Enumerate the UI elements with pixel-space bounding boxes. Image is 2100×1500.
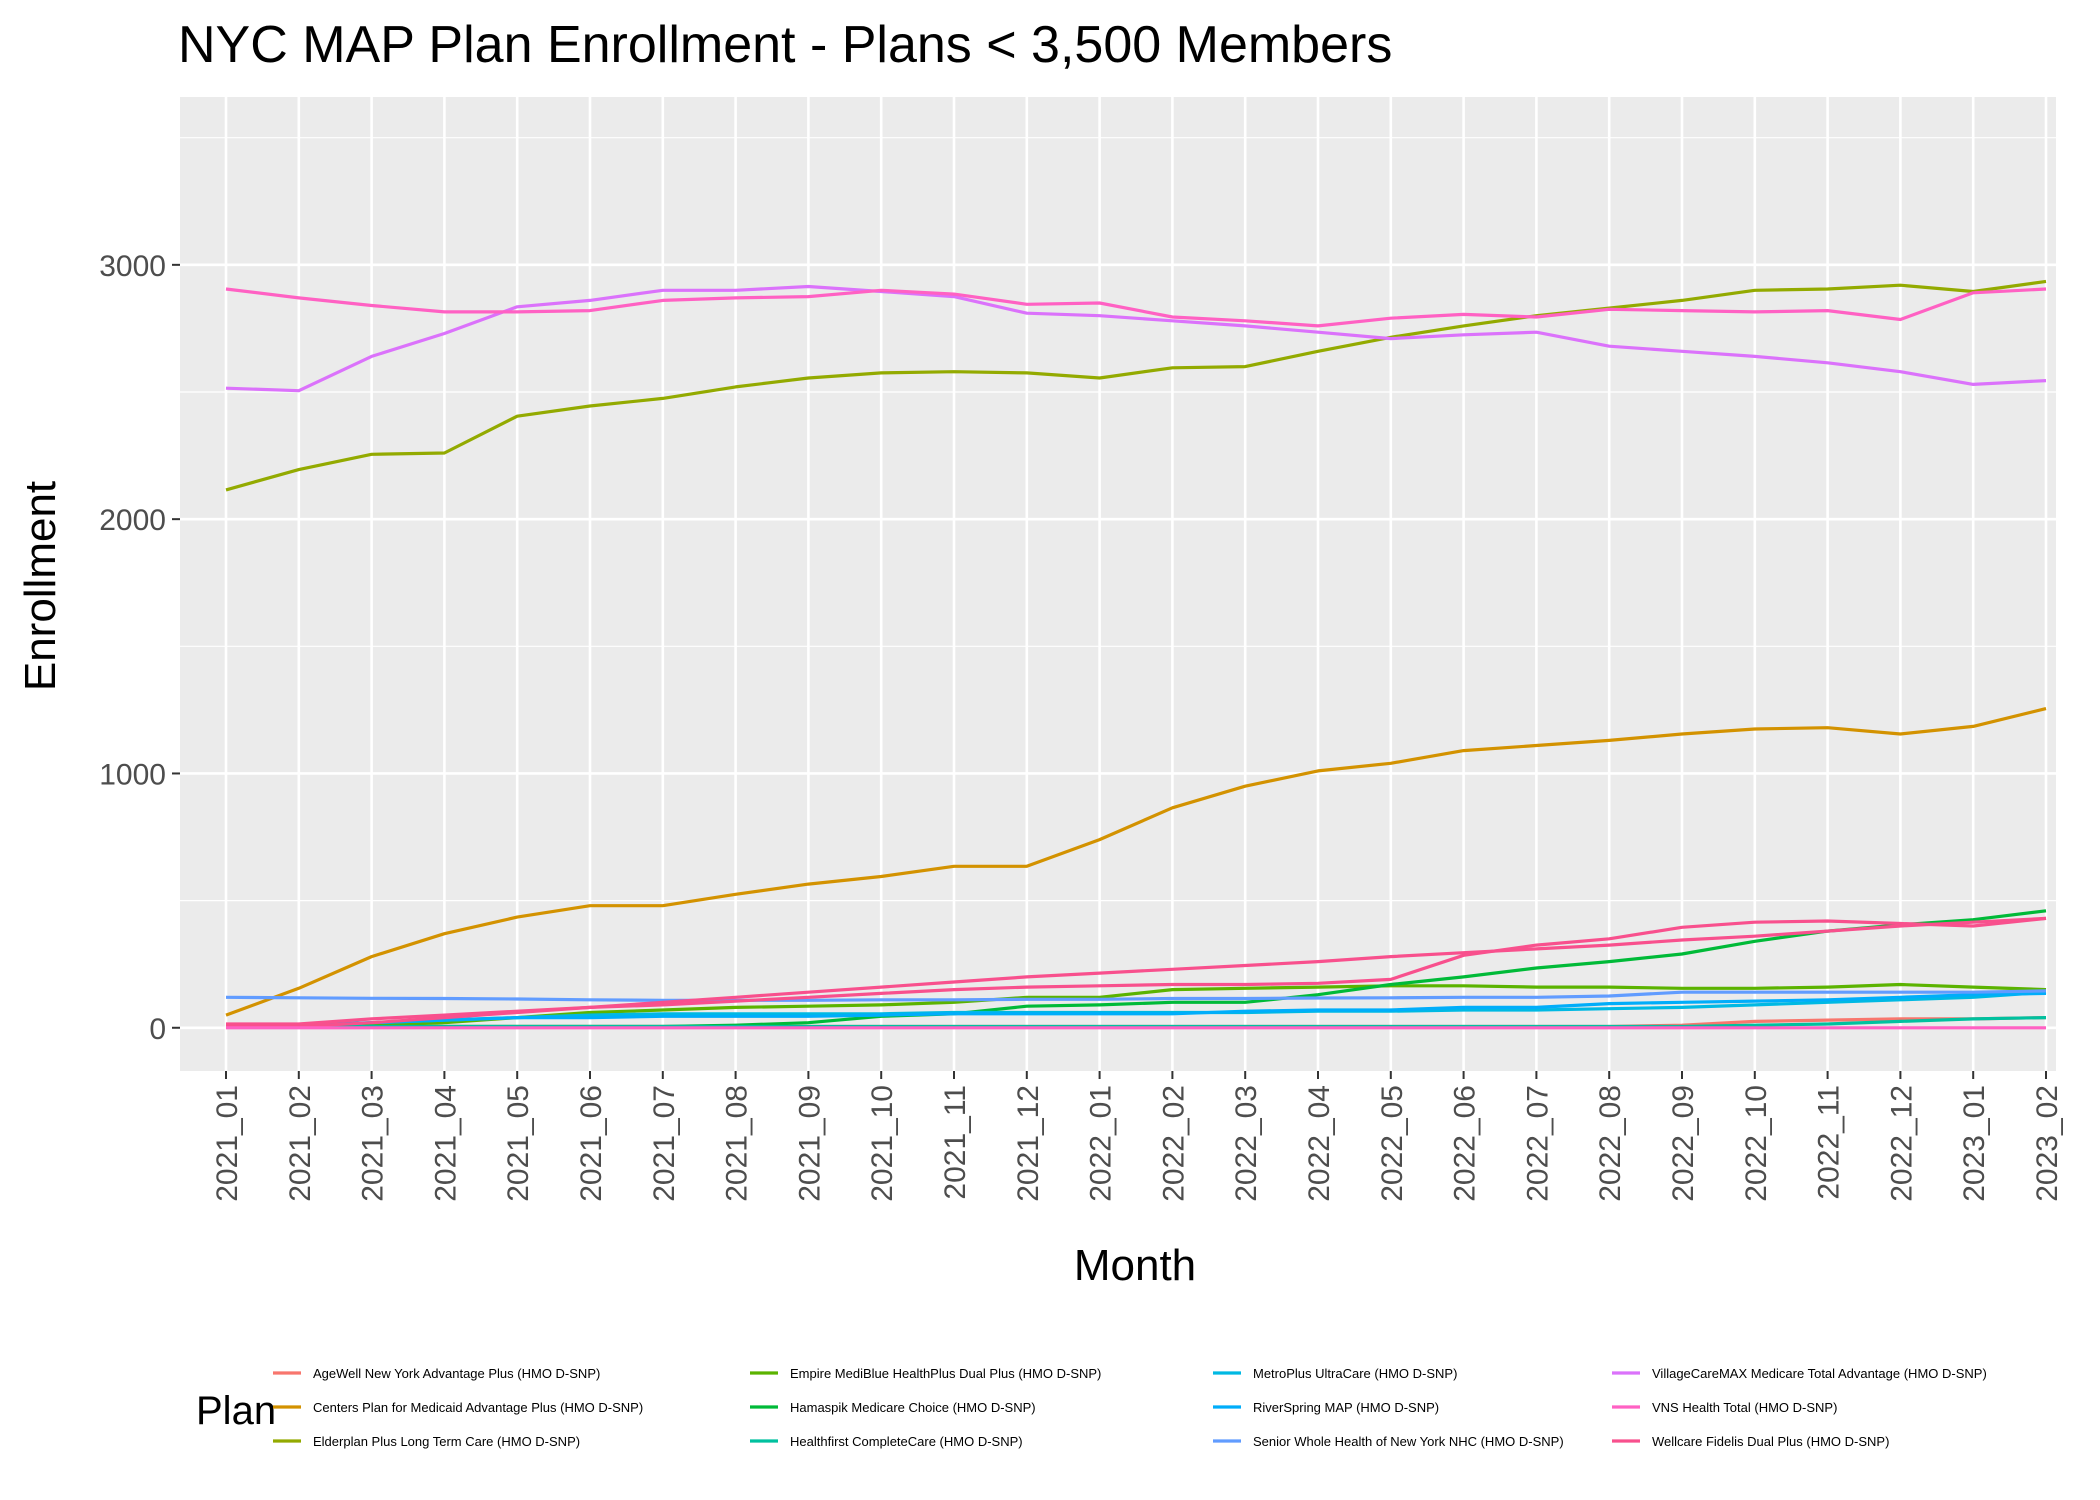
x-tick-label: 2021_05 [502, 1085, 535, 1202]
x-tick-label: 2022_09 [1667, 1085, 1700, 1202]
legend-label: VillageCareMAX Medicare Total Advantage … [1652, 1366, 1987, 1381]
x-tick-label: 2021_10 [866, 1085, 899, 1202]
legend-item: Hamaspik Medicare Choice (HMO D-SNP) [750, 1400, 1036, 1415]
minor-gridlines [180, 137, 2056, 902]
x-tick-label: 2021_12 [1012, 1085, 1045, 1202]
legend-label: Healthfirst CompleteCare (HMO D-SNP) [790, 1434, 1023, 1449]
series-line-vns-health-total-hmo-d-snp [225, 287, 2047, 328]
y-axis: 0 1000 2000 3000 [99, 250, 180, 1046]
x-tick-label: 2022_04 [1303, 1085, 1336, 1202]
legend-item: Empire MediBlue HealthPlus Dual Plus (HM… [750, 1366, 1101, 1381]
y-tick-label: 2000 [99, 504, 166, 537]
legend-item: Centers Plan for Medicaid Advantage Plus… [273, 1400, 643, 1415]
legend-title: Plan [196, 1389, 276, 1433]
chart-title: NYC MAP Plan Enrollment - Plans < 3,500 … [178, 16, 1392, 74]
x-tick-label: 2022_07 [1521, 1085, 1554, 1202]
x-tick-label: 2022_06 [1449, 1085, 1482, 1202]
legend-label: VNS Health Total (HMO D-SNP) [1652, 1400, 1837, 1415]
x-tick-label: 2023_01 [1958, 1085, 1991, 1202]
series-lines [225, 279, 2047, 1030]
plot-panel [180, 97, 2056, 1071]
x-tick-label: 2021_11 [939, 1085, 972, 1200]
x-axis: 2021_01 2021_02 2021_03 2021_04 2021_05 2021_… [211, 1071, 2064, 1202]
series-line-centers-plan-for-medicaid-advantage-plus-hmo-d-snp [225, 707, 2047, 1017]
x-tick-label: 2021_09 [793, 1085, 826, 1202]
x-tick-label: 2021_08 [721, 1085, 754, 1202]
legend: AgeWell New York Advantage Plus (HMO D-S… [273, 1366, 1987, 1449]
x-tick-label: 2022_10 [1740, 1085, 1773, 1202]
x-tick-label: 2021_04 [429, 1085, 462, 1202]
legend-item: Senior Whole Health of New York NHC (HMO… [1213, 1434, 1564, 1449]
legend-label: Empire MediBlue HealthPlus Dual Plus (HM… [790, 1366, 1101, 1381]
legend-item: Wellcare Fidelis Dual Plus (HMO D-SNP) [1612, 1434, 1889, 1449]
legend-item: VillageCareMAX Medicare Total Advantage … [1612, 1366, 1987, 1381]
x-tick-label: 2022_11 [1813, 1085, 1846, 1200]
x-tick-label: 2022_05 [1376, 1085, 1409, 1202]
legend-item: Healthfirst CompleteCare (HMO D-SNP) [750, 1434, 1023, 1449]
y-tick-label: 1000 [99, 758, 166, 791]
y-axis-title: Enrollment [16, 481, 65, 691]
legend-item: VNS Health Total (HMO D-SNP) [1612, 1400, 1837, 1415]
series-line-elderplan-plus-long-term-care-hmo-d-snp [225, 279, 2047, 492]
y-tick-label: 0 [149, 1013, 166, 1046]
x-tick-label: 2022_03 [1230, 1085, 1263, 1202]
legend-item: MetroPlus UltraCare (HMO D-SNP) [1213, 1366, 1457, 1381]
x-tick-label: 2022_12 [1885, 1085, 1918, 1202]
legend-item: AgeWell New York Advantage Plus (HMO D-S… [273, 1366, 600, 1381]
series-line-senior-whole-health-of-new-york-nhc-hmo-d-snp [225, 989, 2047, 1002]
x-tick-label: 2022_01 [1085, 1085, 1118, 1202]
x-tick-label: 2021_02 [284, 1085, 317, 1202]
x-tick-label: 2023_02 [2031, 1085, 2064, 1202]
series-line-villagecaremax-medicare-total-advantage-hmo-d-snp [225, 284, 2047, 393]
legend-item: RiverSpring MAP (HMO D-SNP) [1213, 1400, 1439, 1415]
series-line-wellcare-fidelis-dual-plus-hmo-d-snp [226, 916, 2047, 1029]
legend-label: MetroPlus UltraCare (HMO D-SNP) [1253, 1366, 1457, 1381]
y-tick-label: 3000 [99, 250, 166, 283]
x-tick-label: 2021_03 [357, 1085, 390, 1202]
legend-item: Elderplan Plus Long Term Care (HMO D-SNP… [273, 1434, 580, 1449]
legend-label: Hamaspik Medicare Choice (HMO D-SNP) [790, 1400, 1036, 1415]
legend-label: Elderplan Plus Long Term Care (HMO D-SNP… [313, 1434, 580, 1449]
legend-label: Wellcare Fidelis Dual Plus (HMO D-SNP) [1652, 1434, 1889, 1449]
x-tick-label: 2021_01 [211, 1085, 244, 1202]
x-axis-title: Month [1074, 1241, 1196, 1290]
legend-label: AgeWell New York Advantage Plus (HMO D-S… [313, 1366, 600, 1381]
legend-label: RiverSpring MAP (HMO D-SNP) [1253, 1400, 1439, 1415]
x-tick-label: 2022_02 [1157, 1085, 1190, 1202]
legend-label: Senior Whole Health of New York NHC (HMO… [1253, 1434, 1564, 1449]
x-tick-label: 2021_07 [648, 1085, 681, 1202]
x-tick-label: 2021_06 [575, 1085, 608, 1202]
x-tick-label: 2022_08 [1594, 1085, 1627, 1202]
series-line-riverspring-map-hmo-d-snp [226, 991, 2047, 1027]
legend-label: Centers Plan for Medicaid Advantage Plus… [313, 1400, 643, 1415]
major-gridlines [180, 97, 2056, 1071]
